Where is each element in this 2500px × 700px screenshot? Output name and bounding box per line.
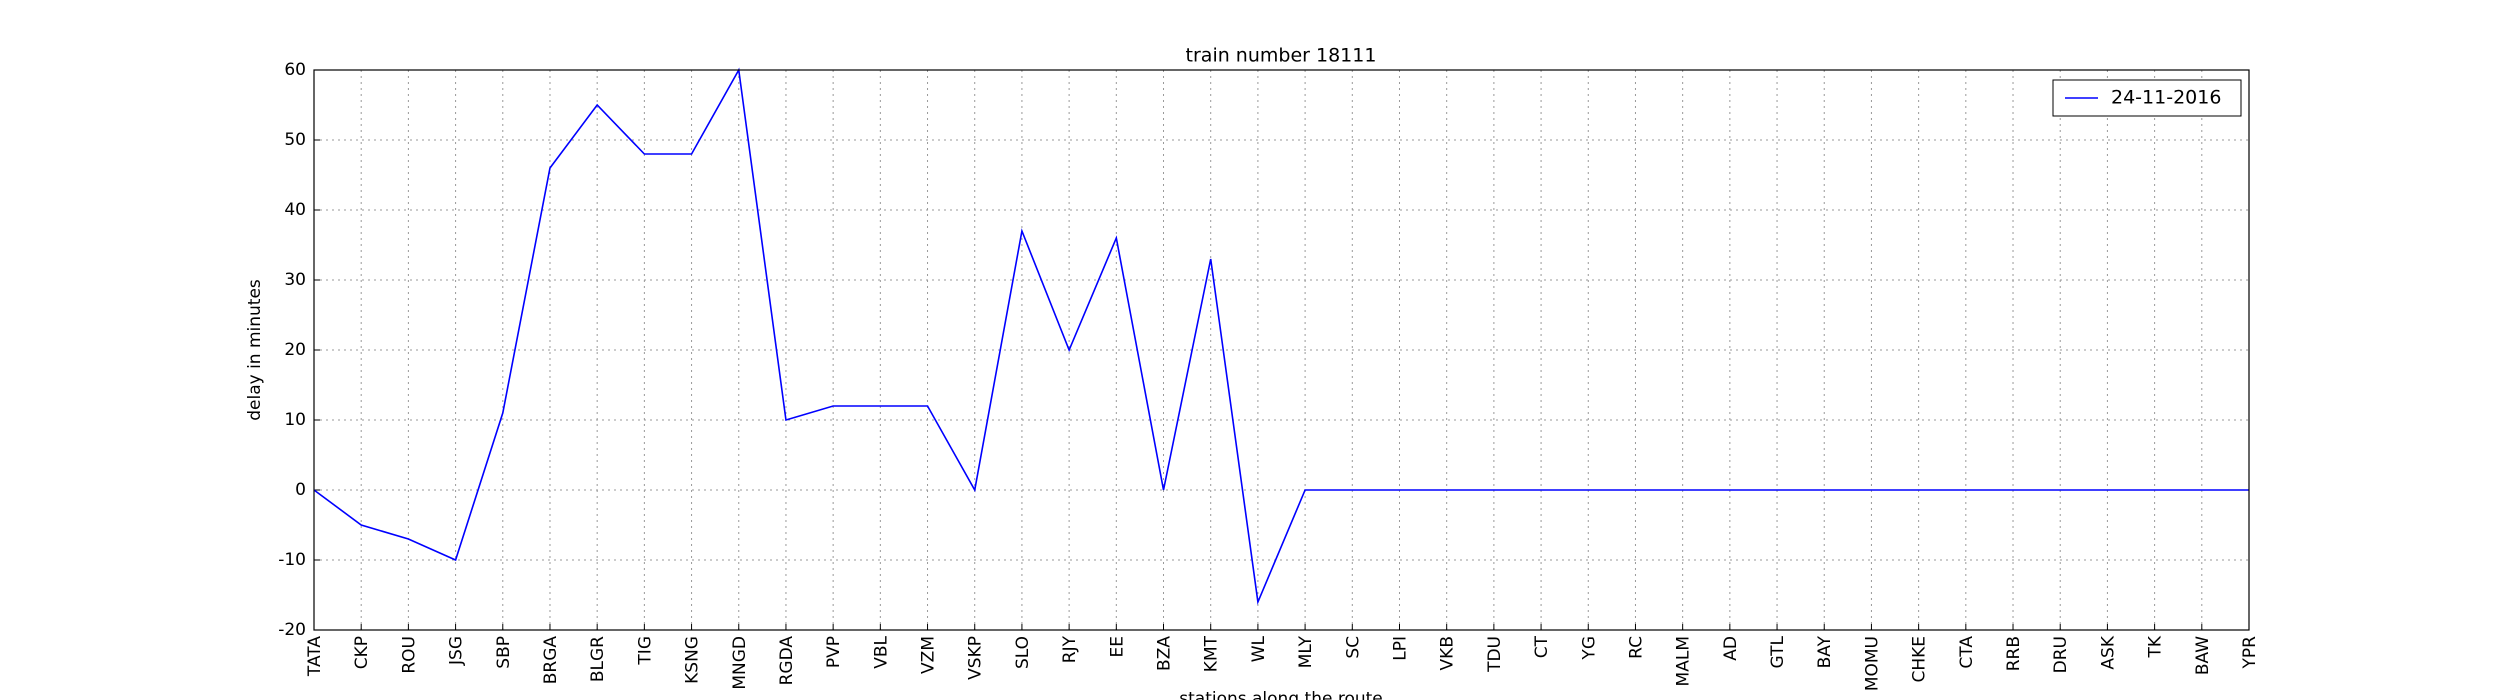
y-tick-label: 30 xyxy=(284,270,306,290)
x-tick-label: YPR xyxy=(2240,636,2260,670)
x-tick-label: MNGD xyxy=(730,636,750,690)
y-tick-label: 0 xyxy=(295,480,306,500)
x-tick-label: ROU xyxy=(399,636,419,674)
x-tick-label: RRB xyxy=(2004,636,2024,671)
x-tick-label: KMT xyxy=(1202,635,1222,672)
y-tick-label: 40 xyxy=(284,200,306,220)
y-axis-label: delay in minutes xyxy=(245,279,265,421)
x-tick-label: JSG xyxy=(447,636,467,666)
y-tick-label: -10 xyxy=(278,550,306,570)
chart-title: train number 18111 xyxy=(1186,45,1377,67)
x-tick-label: TIG xyxy=(635,636,655,666)
x-tick-label: RC xyxy=(1626,636,1646,659)
x-tick-label: SC xyxy=(1343,636,1363,659)
x-tick-label: RJY xyxy=(1060,635,1080,663)
x-tick-label: GTL xyxy=(1768,635,1788,668)
x-tick-label: BAW xyxy=(2193,636,2213,675)
x-tick-label: CHKE xyxy=(1910,636,1930,683)
x-tick-label: VKB xyxy=(1438,636,1458,670)
y-tick-label: 10 xyxy=(284,410,306,430)
x-tick-label: RGDA xyxy=(777,636,797,686)
x-tick-label: KSNG xyxy=(683,636,703,684)
x-tick-label: SBP xyxy=(494,636,514,669)
x-tick-label: BRGA xyxy=(541,636,561,685)
y-tick-label: -20 xyxy=(278,620,306,640)
x-tick-label: MALM xyxy=(1674,636,1694,686)
x-tick-label: ASK xyxy=(2098,635,2118,669)
x-tick-label: CT xyxy=(1532,635,1552,658)
y-tick-label: 20 xyxy=(284,340,306,360)
data-line xyxy=(313,67,2249,605)
x-tick-label: TK xyxy=(2146,635,2166,658)
x-tick-label: TATA xyxy=(305,636,325,677)
x-tick-label: VZM xyxy=(919,636,939,674)
plot-frame xyxy=(313,69,2250,631)
x-tick-label: LPI xyxy=(1390,636,1410,661)
x-tick-label: MOMU xyxy=(1862,636,1882,691)
x-tick-label: BZA xyxy=(1155,636,1175,671)
x-tick-label: PVP xyxy=(824,636,844,668)
x-tick-label: BAY xyxy=(1815,635,1835,668)
x-tick-label: TDU xyxy=(1485,636,1505,673)
x-tick-label: VBL xyxy=(871,635,891,668)
x-tick-label: YG xyxy=(1579,636,1599,661)
x-tick-label: SLO xyxy=(1013,636,1033,669)
x-tick-label: WL xyxy=(1249,635,1269,662)
x-tick-label: AD xyxy=(1721,636,1741,661)
y-tick-label: 50 xyxy=(284,130,306,150)
x-tick-label: BLGR xyxy=(588,636,608,682)
legend-label: 24-11-2016 xyxy=(2111,87,2221,109)
x-tick-label: EE xyxy=(1107,636,1127,657)
x-tick-label: CKP xyxy=(352,636,372,669)
x-tick-label: MLY xyxy=(1296,635,1316,668)
x-tick-label: CTA xyxy=(1957,636,1977,669)
x-axis-label: stations along the route xyxy=(1179,689,1383,700)
y-tick-label: 60 xyxy=(284,60,306,80)
x-tick-label: VSKP xyxy=(966,636,986,680)
x-tick-label: DRU xyxy=(2051,636,2071,673)
